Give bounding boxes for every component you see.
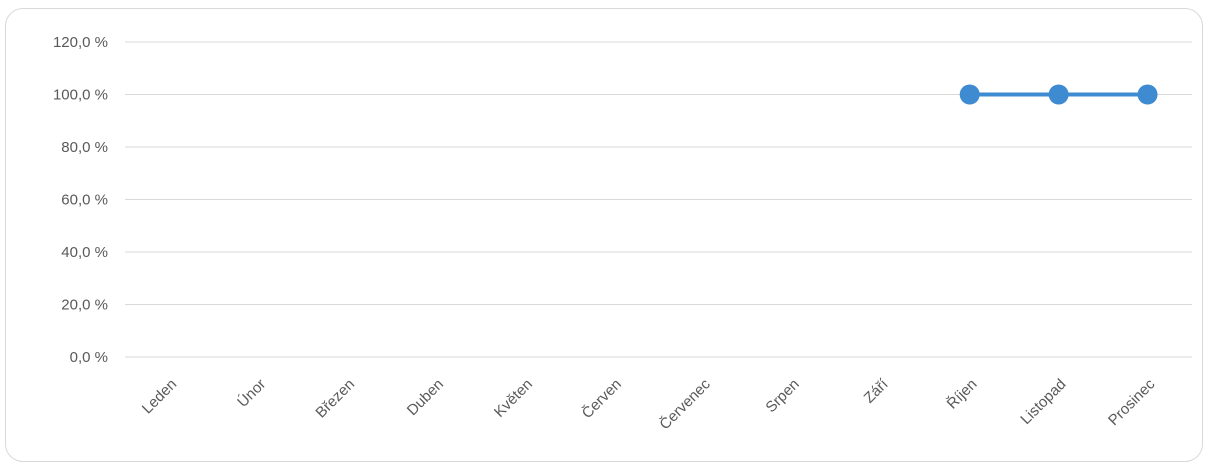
- y-axis-tick-labels: 0,0 % 20,0 % 40,0 % 60,0 % 80,0 % 100,0 % 120,…: [53, 34, 108, 366]
- x-axis-category-labels: Leden Únor Březen Duben Květen Červen Červenec…: [139, 375, 1159, 433]
- y-tick-label: 100,0 %: [53, 87, 108, 104]
- x-category-label: Listopad: [1017, 376, 1069, 428]
- x-category-label: Březen: [312, 376, 358, 422]
- y-tick-label: 120,0 %: [53, 34, 108, 51]
- series-layer: [959, 84, 1158, 105]
- x-category-label: Červen: [579, 376, 625, 422]
- y-tick-label: 60,0 %: [61, 192, 108, 209]
- x-category-label: Září: [861, 375, 892, 406]
- x-category-label: Říjen: [944, 376, 981, 413]
- data-point-marker: [1137, 84, 1158, 105]
- x-category-label: Leden: [139, 376, 181, 418]
- data-point-marker: [1048, 84, 1069, 105]
- data-point-marker: [959, 84, 980, 105]
- x-category-label: Květen: [491, 376, 536, 421]
- y-tick-label: 80,0 %: [61, 139, 108, 156]
- x-category-label: Duben: [404, 376, 447, 419]
- gridlines: [125, 41, 1192, 358]
- y-tick-label: 0,0 %: [70, 349, 108, 366]
- x-category-label: Prosinec: [1105, 375, 1159, 429]
- y-tick-label: 40,0 %: [61, 244, 108, 261]
- x-category-label: Srpen: [762, 376, 802, 416]
- chart-frame: [5, 8, 1203, 462]
- x-category-label: Únor: [234, 376, 269, 411]
- x-category-label: Červenec: [656, 375, 714, 433]
- y-tick-label: 20,0 %: [61, 297, 108, 314]
